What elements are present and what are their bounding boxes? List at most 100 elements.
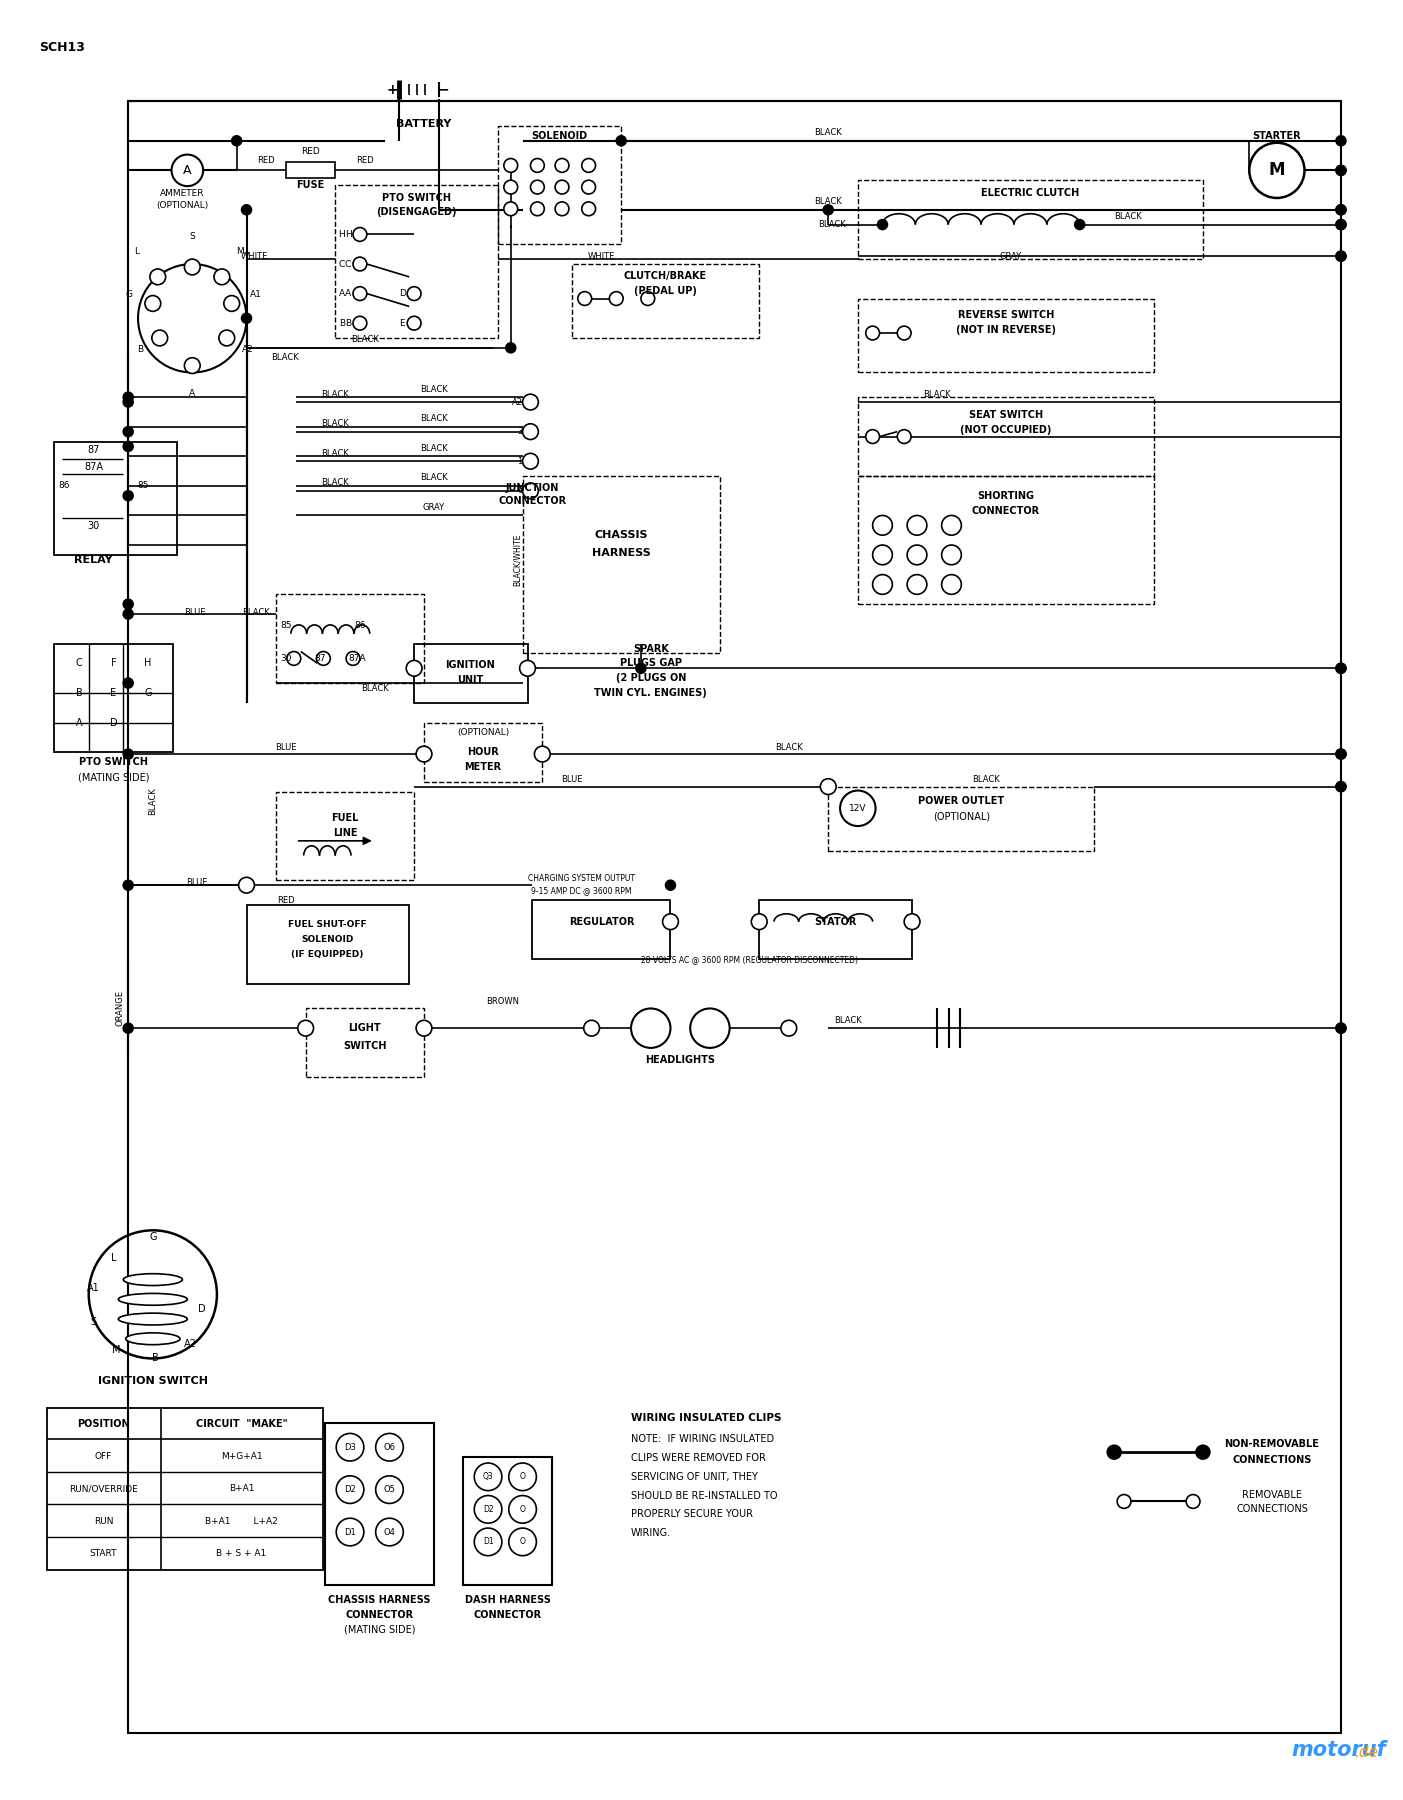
Circle shape bbox=[123, 608, 133, 619]
Bar bbox=[306, 1008, 424, 1078]
Text: CHASSIS: CHASSIS bbox=[595, 531, 648, 540]
Text: POWER OUTLET: POWER OUTLET bbox=[919, 796, 1005, 806]
Text: 86: 86 bbox=[59, 481, 70, 490]
Text: 85: 85 bbox=[281, 621, 292, 630]
Circle shape bbox=[1075, 220, 1085, 230]
Text: PTO SWITCH: PTO SWITCH bbox=[79, 758, 147, 767]
Circle shape bbox=[1336, 166, 1345, 175]
Text: BLUE: BLUE bbox=[275, 743, 296, 752]
Circle shape bbox=[123, 491, 133, 500]
Circle shape bbox=[1336, 135, 1345, 146]
Text: D: D bbox=[198, 1305, 206, 1314]
Circle shape bbox=[407, 286, 421, 301]
Text: O5: O5 bbox=[383, 1485, 396, 1494]
Circle shape bbox=[354, 317, 366, 329]
Text: RED: RED bbox=[302, 148, 320, 157]
Text: METER: METER bbox=[464, 761, 502, 772]
Circle shape bbox=[1336, 252, 1345, 261]
Circle shape bbox=[556, 180, 570, 194]
Text: BLACK: BLACK bbox=[814, 128, 842, 137]
Text: SOLENOID: SOLENOID bbox=[302, 934, 354, 943]
Text: BLACK: BLACK bbox=[1114, 212, 1142, 221]
Circle shape bbox=[354, 257, 366, 272]
Circle shape bbox=[1336, 252, 1345, 261]
Circle shape bbox=[1186, 1494, 1200, 1508]
Text: A1: A1 bbox=[87, 1283, 100, 1292]
Ellipse shape bbox=[123, 1274, 182, 1285]
Bar bbox=[128, 101, 1341, 1733]
Circle shape bbox=[866, 430, 880, 443]
Circle shape bbox=[636, 664, 645, 673]
Ellipse shape bbox=[118, 1314, 188, 1325]
Circle shape bbox=[184, 259, 201, 275]
Bar bbox=[276, 792, 414, 880]
Text: CONNECTIONS: CONNECTIONS bbox=[1236, 1505, 1308, 1514]
Circle shape bbox=[1336, 749, 1345, 760]
Text: (IF EQUIPPED): (IF EQUIPPED) bbox=[292, 950, 363, 959]
Bar bbox=[414, 644, 528, 702]
Bar bbox=[759, 900, 912, 959]
Circle shape bbox=[317, 652, 330, 666]
Bar bbox=[572, 265, 759, 338]
Text: G: G bbox=[145, 688, 152, 698]
Bar bbox=[857, 475, 1153, 605]
Circle shape bbox=[1336, 166, 1345, 175]
Circle shape bbox=[297, 1021, 313, 1037]
Circle shape bbox=[241, 205, 251, 214]
Text: JUNCTION: JUNCTION bbox=[505, 482, 560, 493]
Text: BLACK: BLACK bbox=[321, 389, 349, 398]
Text: NON-REMOVABLE: NON-REMOVABLE bbox=[1225, 1440, 1319, 1449]
Text: B: B bbox=[153, 1352, 159, 1363]
Circle shape bbox=[215, 268, 230, 284]
Text: 86: 86 bbox=[354, 621, 366, 630]
Circle shape bbox=[941, 545, 961, 565]
Circle shape bbox=[123, 441, 133, 452]
Text: PROPERLY SECURE YOUR: PROPERLY SECURE YOUR bbox=[631, 1508, 753, 1519]
Text: BLACK: BLACK bbox=[774, 743, 803, 752]
Text: ELECTRIC CLUTCH: ELECTRIC CLUTCH bbox=[981, 187, 1079, 198]
Text: POSITION: POSITION bbox=[77, 1418, 130, 1429]
Circle shape bbox=[578, 292, 592, 306]
Text: STATOR: STATOR bbox=[814, 916, 856, 927]
Text: BLACK: BLACK bbox=[419, 473, 448, 482]
Text: 1: 1 bbox=[518, 457, 522, 466]
Circle shape bbox=[123, 599, 133, 608]
Text: S: S bbox=[189, 232, 195, 241]
Text: (PEDAL UP): (PEDAL UP) bbox=[634, 286, 697, 295]
Circle shape bbox=[1336, 220, 1345, 230]
Circle shape bbox=[908, 515, 927, 535]
Text: 85: 85 bbox=[137, 481, 149, 490]
Circle shape bbox=[609, 292, 623, 306]
Text: 87: 87 bbox=[314, 653, 327, 662]
Text: BLACK: BLACK bbox=[351, 335, 379, 344]
Circle shape bbox=[417, 747, 432, 761]
Text: GRAY: GRAY bbox=[422, 502, 445, 511]
Circle shape bbox=[504, 202, 518, 216]
Text: CONNECTOR: CONNECTOR bbox=[498, 495, 567, 506]
Text: B+A1        L+A2: B+A1 L+A2 bbox=[205, 1517, 278, 1526]
Text: BATTERY: BATTERY bbox=[396, 119, 452, 130]
Text: RED: RED bbox=[278, 896, 295, 905]
Text: OFF: OFF bbox=[95, 1451, 112, 1460]
Text: LIGHT: LIGHT bbox=[348, 1022, 382, 1033]
Circle shape bbox=[1336, 781, 1345, 792]
Text: PLUGS GAP: PLUGS GAP bbox=[620, 659, 682, 668]
Text: HOUR: HOUR bbox=[467, 747, 499, 758]
Text: SHORTING: SHORTING bbox=[978, 491, 1034, 500]
Text: G: G bbox=[126, 290, 133, 299]
Text: (OPTIONAL): (OPTIONAL) bbox=[933, 812, 991, 821]
Text: BLACK: BLACK bbox=[271, 353, 299, 362]
Circle shape bbox=[530, 158, 544, 173]
Text: (DISENGAGED): (DISENGAGED) bbox=[376, 207, 456, 216]
Circle shape bbox=[873, 545, 892, 565]
Text: 87A: 87A bbox=[348, 653, 366, 662]
Text: B + S + A1: B + S + A1 bbox=[216, 1550, 267, 1559]
Text: BLACK: BLACK bbox=[818, 220, 846, 229]
Circle shape bbox=[1336, 220, 1345, 230]
Text: SHOULD BE RE-INSTALLED TO: SHOULD BE RE-INSTALLED TO bbox=[631, 1490, 777, 1501]
Text: C: C bbox=[340, 259, 345, 268]
Circle shape bbox=[941, 515, 961, 535]
Text: 30: 30 bbox=[281, 653, 292, 662]
Text: BLACK: BLACK bbox=[361, 684, 389, 693]
Circle shape bbox=[1336, 1022, 1345, 1033]
